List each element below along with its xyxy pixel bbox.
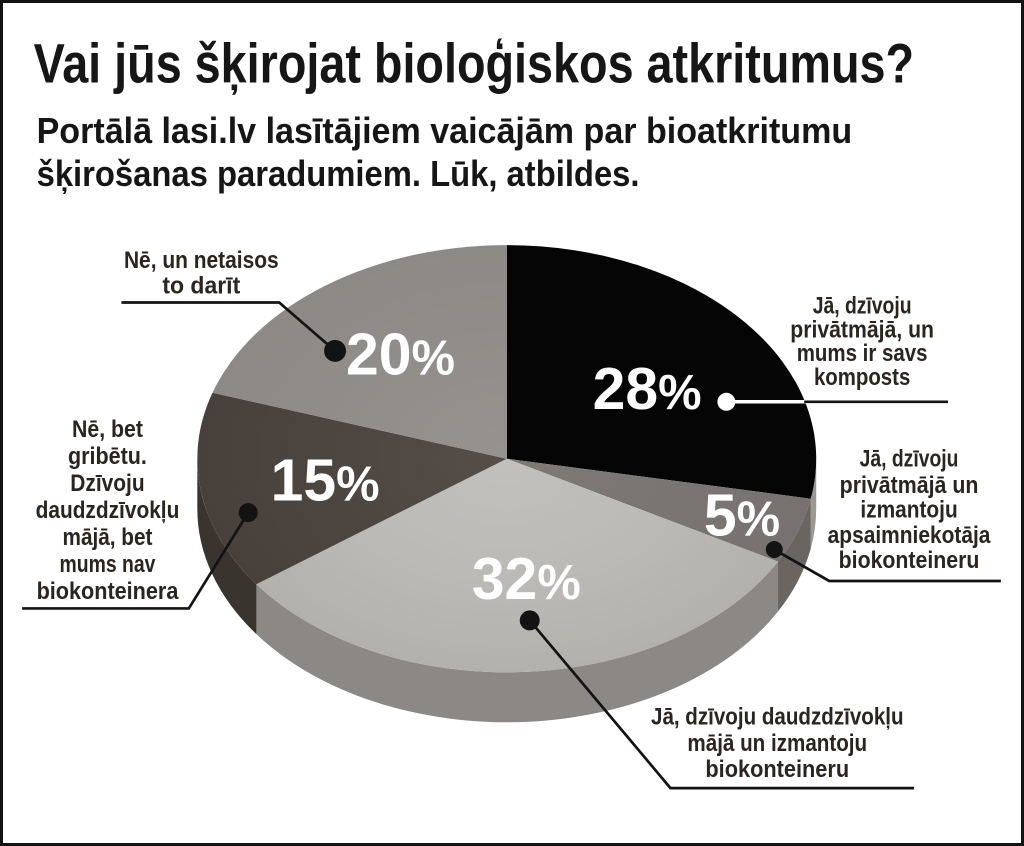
svg-text:32%: 32% bbox=[472, 547, 581, 612]
svg-text:mājā un izmantoju: mājā un izmantoju bbox=[687, 730, 867, 757]
svg-text:Dzīvoju: Dzīvoju bbox=[70, 470, 144, 497]
svg-text:20%: 20% bbox=[346, 322, 455, 387]
svg-text:privātmājā, un: privātmājā, un bbox=[790, 317, 934, 344]
svg-text:mums nav: mums nav bbox=[60, 551, 156, 578]
svg-text:to darīt: to darīt bbox=[162, 273, 240, 300]
svg-text:daudzdzīvokļu: daudzdzīvokļu bbox=[36, 497, 180, 524]
svg-text:Portālā lasi.lv lasītājiem vai: Portālā lasi.lv lasītājiem vaicājām par … bbox=[37, 110, 853, 151]
svg-text:Nē, un netaisos: Nē, un netaisos bbox=[124, 247, 279, 274]
svg-text:Jā, dzīvoju: Jā, dzīvoju bbox=[860, 446, 959, 473]
svg-text:mājā, bet: mājā, bet bbox=[63, 524, 153, 551]
svg-text:izmantoju: izmantoju bbox=[860, 497, 957, 524]
svg-text:5%: 5% bbox=[704, 484, 780, 549]
svg-text:apsaimniekotāja: apsaimniekotāja bbox=[828, 522, 991, 549]
svg-text:15%: 15% bbox=[271, 449, 380, 514]
svg-text:mums ir savs: mums ir savs bbox=[797, 340, 928, 367]
svg-text:gribētu.: gribētu. bbox=[68, 443, 147, 470]
svg-text:komposts: komposts bbox=[814, 364, 910, 391]
svg-text:Jā, dzīvoju daudzdzīvokļu: Jā, dzīvoju daudzdzīvokļu bbox=[651, 704, 904, 731]
svg-text:Vai jūs šķirojat bioloģiskos a: Vai jūs šķirojat bioloģiskos atkritumus? bbox=[34, 31, 914, 95]
svg-text:biokonteinera: biokonteinera bbox=[37, 578, 179, 605]
svg-text:privātmājā un: privātmājā un bbox=[840, 472, 979, 499]
svg-text:biokonteineru: biokonteineru bbox=[839, 547, 980, 574]
svg-text:28%: 28% bbox=[593, 357, 702, 422]
svg-text:biokonteineru: biokonteineru bbox=[705, 756, 849, 783]
svg-text:Jā, dzīvoju: Jā, dzīvoju bbox=[813, 293, 912, 320]
svg-text:Nē, bet: Nē, bet bbox=[72, 416, 143, 443]
svg-text:šķirošanas paradumiem. Lūk, at: šķirošanas paradumiem. Lūk, atbildes. bbox=[37, 153, 640, 194]
